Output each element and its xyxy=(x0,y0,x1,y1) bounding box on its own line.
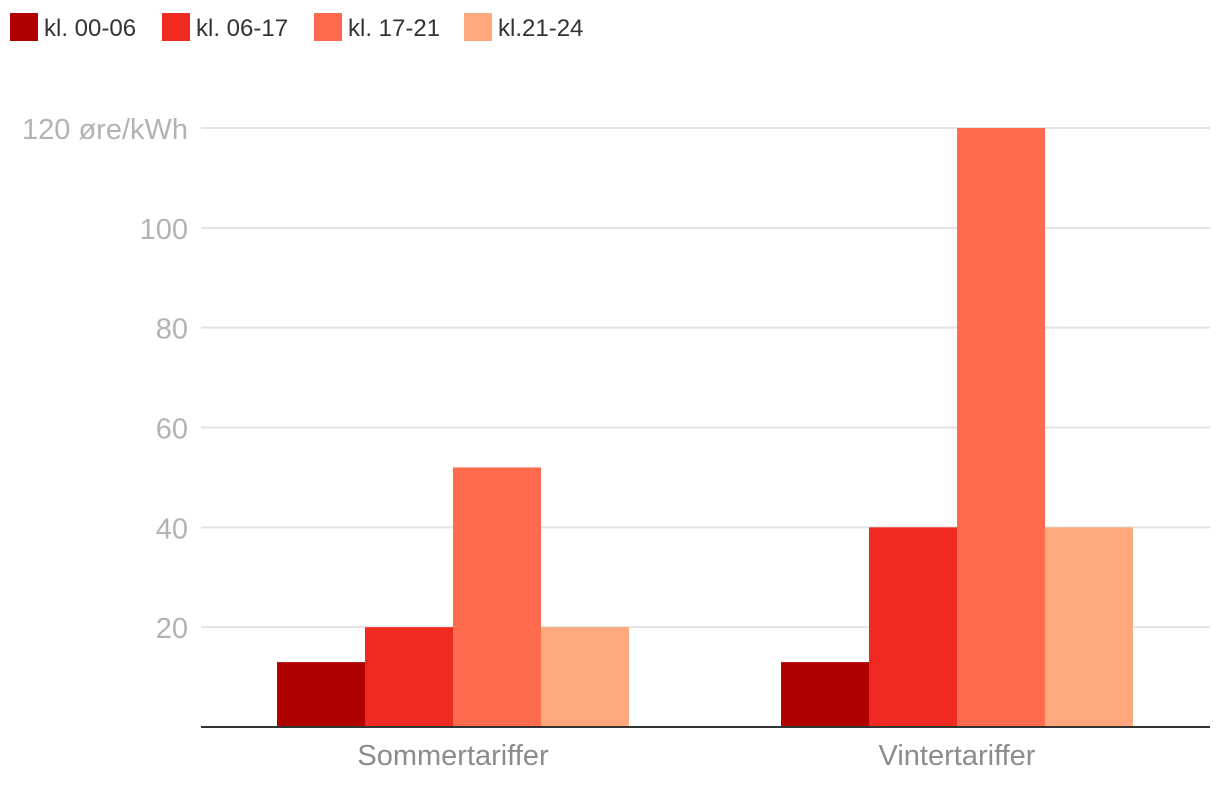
legend-swatch xyxy=(162,13,190,41)
bars xyxy=(277,128,1133,727)
y-tick-label: 40 xyxy=(156,513,188,545)
bar xyxy=(781,662,869,727)
bar xyxy=(453,467,541,727)
y-tick-label: 60 xyxy=(156,414,188,446)
bar xyxy=(365,627,453,727)
legend-swatch xyxy=(314,13,342,41)
x-tick-label: Vintertariffer xyxy=(879,740,1036,772)
bar xyxy=(869,527,957,727)
y-tick-label: 80 xyxy=(156,314,188,346)
legend-swatch xyxy=(10,13,38,41)
bar xyxy=(277,662,365,727)
x-axis-labels: Sommertariffer Vintertariffer xyxy=(357,740,1035,772)
y-tick-label: 120 øre/kWh xyxy=(22,114,188,146)
y-axis-labels: 20 40 60 80 100 120 øre/kWh xyxy=(22,114,188,645)
bar xyxy=(1045,527,1133,727)
y-tick-label: 20 xyxy=(156,613,188,645)
legend-label: kl. 00-06 xyxy=(44,15,136,42)
legend-label: kl. 06-17 xyxy=(196,15,288,42)
y-tick-label: 100 xyxy=(140,214,188,246)
legend: kl. 00-06 kl. 06-17 kl. 17-21 kl.21-24 xyxy=(10,13,583,42)
legend-swatch xyxy=(464,13,492,41)
legend-label: kl.21-24 xyxy=(498,15,583,42)
legend-label: kl. 17-21 xyxy=(348,15,440,42)
bar xyxy=(957,128,1045,727)
bar xyxy=(541,627,629,727)
x-tick-label: Sommertariffer xyxy=(357,740,549,772)
